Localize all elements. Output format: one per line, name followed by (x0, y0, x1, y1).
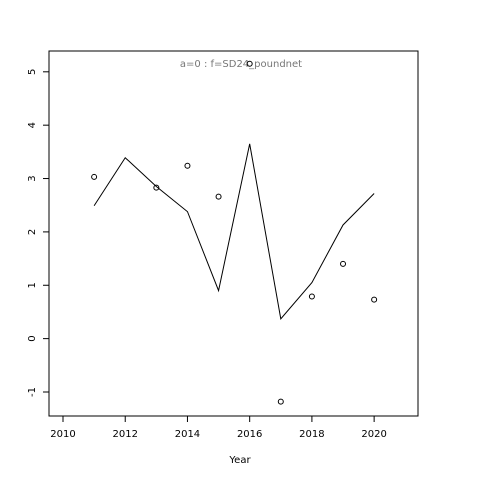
y-tick-label: 4 (27, 122, 38, 128)
y-tick-label: 1 (27, 282, 38, 288)
y-tick-label: 0 (27, 335, 38, 341)
data-point (246, 60, 253, 67)
chart-title: a=0 : f=SD24_poundnet (180, 59, 302, 70)
data-line (93, 143, 375, 321)
data-point (277, 398, 284, 405)
y-tick-label: -1 (27, 387, 38, 397)
data-point (184, 162, 191, 169)
x-tick-label: 2010 (50, 429, 75, 440)
x-tick-label: 2016 (237, 429, 262, 440)
y-tick-label: 3 (27, 175, 38, 181)
data-point (308, 293, 315, 300)
x-tick-label: 2014 (175, 429, 200, 440)
y-tick-label: 5 (27, 69, 38, 75)
x-axis-label: Year (228, 455, 251, 466)
data-point (371, 296, 378, 303)
x-tick-label: 2020 (361, 429, 386, 440)
data-point (91, 173, 98, 180)
x-tick-label: 2018 (299, 429, 324, 440)
data-point (340, 260, 347, 267)
y-tick-label: 2 (27, 229, 38, 235)
data-point (153, 184, 160, 191)
data-point (215, 193, 222, 200)
x-tick-label: 2012 (113, 429, 138, 440)
